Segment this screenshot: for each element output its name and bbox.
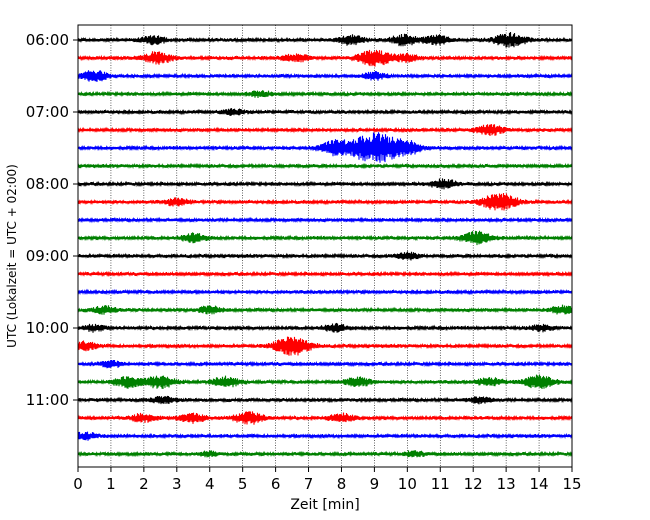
trace-line — [77, 431, 573, 441]
trace-line — [77, 192, 573, 211]
x-tick-label: 13 — [497, 475, 516, 493]
trace-line — [77, 70, 573, 82]
y-tick-label: 10:00 — [26, 319, 69, 337]
y-axis-label: UTC (Lokalzeit = UTC + 02:00) — [5, 164, 19, 348]
plot-frame — [77, 24, 573, 468]
y-tick-label: 07:00 — [26, 103, 69, 121]
y-tick-label: 06:00 — [26, 31, 69, 49]
x-tick-label: 6 — [271, 475, 281, 493]
x-tick-label: 1 — [106, 475, 116, 493]
trace-line — [77, 162, 573, 170]
x-tick-label: 0 — [73, 475, 83, 493]
trace-line — [77, 178, 573, 190]
x-tick-label: 15 — [562, 475, 581, 493]
x-tick-label: 8 — [337, 475, 347, 493]
trace-line — [77, 322, 573, 333]
trace-line — [77, 270, 573, 278]
trace-line — [77, 132, 573, 163]
grid-lines — [110, 25, 540, 467]
trace-group — [77, 31, 573, 458]
trace-line — [77, 124, 573, 136]
trace-line — [77, 288, 573, 296]
trace-line — [77, 336, 573, 356]
y-axis: 06:00 07:00 08:00 09:00 10:00 11:00 — [26, 31, 78, 409]
trace-line — [77, 31, 573, 48]
x-tick-label: 14 — [530, 475, 549, 493]
trace-line — [77, 108, 573, 116]
trace-line — [77, 304, 573, 315]
trace-line — [77, 395, 573, 405]
x-tick-label: 2 — [139, 475, 149, 493]
trace-line — [77, 216, 573, 224]
y-tick-label: 08:00 — [26, 175, 69, 193]
x-tick-label: 9 — [370, 475, 380, 493]
trace-line — [77, 251, 573, 261]
x-axis-label: Zeit [min] — [290, 497, 359, 513]
x-tick-label: 12 — [464, 475, 483, 493]
trace-line — [77, 450, 573, 458]
trace-line — [77, 359, 573, 369]
trace-line — [77, 374, 573, 389]
y-tick-label: 11:00 — [26, 391, 69, 409]
trace-line — [77, 90, 573, 99]
trace-line — [77, 411, 573, 425]
y-tick-label: 09:00 — [26, 247, 69, 265]
x-tick-label: 5 — [238, 475, 248, 493]
x-tick-label: 7 — [304, 475, 314, 493]
x-tick-label: 3 — [172, 475, 182, 493]
trace-line — [77, 230, 573, 246]
trace-line — [77, 49, 573, 67]
x-axis: 0 1 2 3 4 5 6 7 8 9 10 11 12 13 14 15 — [73, 467, 582, 493]
x-tick-label: 11 — [431, 475, 450, 493]
x-tick-label: 10 — [398, 475, 417, 493]
x-tick-label: 4 — [205, 475, 215, 493]
